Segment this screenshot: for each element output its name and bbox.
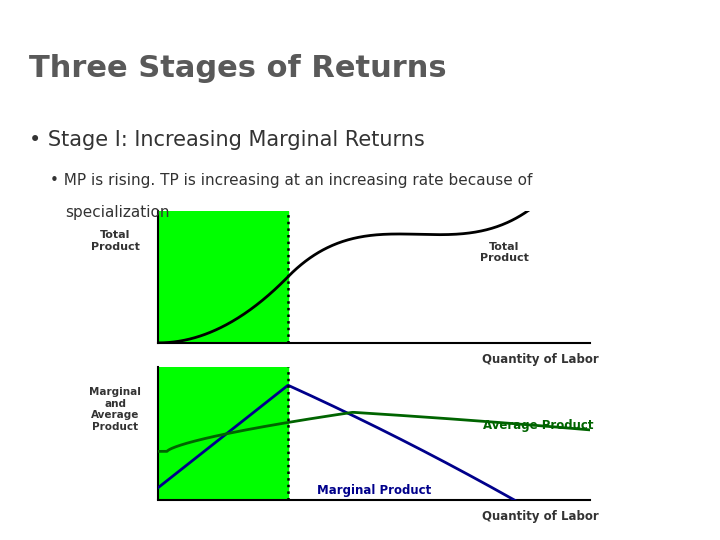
Text: • Stage I: Increasing Marginal Returns: • Stage I: Increasing Marginal Returns [29, 130, 425, 150]
Text: Total
Product: Total Product [480, 242, 528, 264]
Text: Three Stages of Returns: Three Stages of Returns [29, 54, 446, 83]
Bar [158, 211, 288, 343]
Text: Quantity of Labor: Quantity of Labor [482, 354, 599, 367]
Text: Average Product: Average Product [483, 420, 594, 433]
Text: Quantity of Labor: Quantity of Labor [482, 510, 599, 523]
Text: Marginal
and
Average
Product: Marginal and Average Product [89, 387, 141, 432]
Bar [158, 367, 288, 500]
Text: Marginal Product: Marginal Product [318, 484, 431, 497]
Text: Total
Product: Total Product [91, 231, 140, 252]
Text: • MP is rising. TP is increasing at an increasing rate because of: • MP is rising. TP is increasing at an i… [50, 173, 533, 188]
Text: specialization: specialization [65, 205, 169, 220]
